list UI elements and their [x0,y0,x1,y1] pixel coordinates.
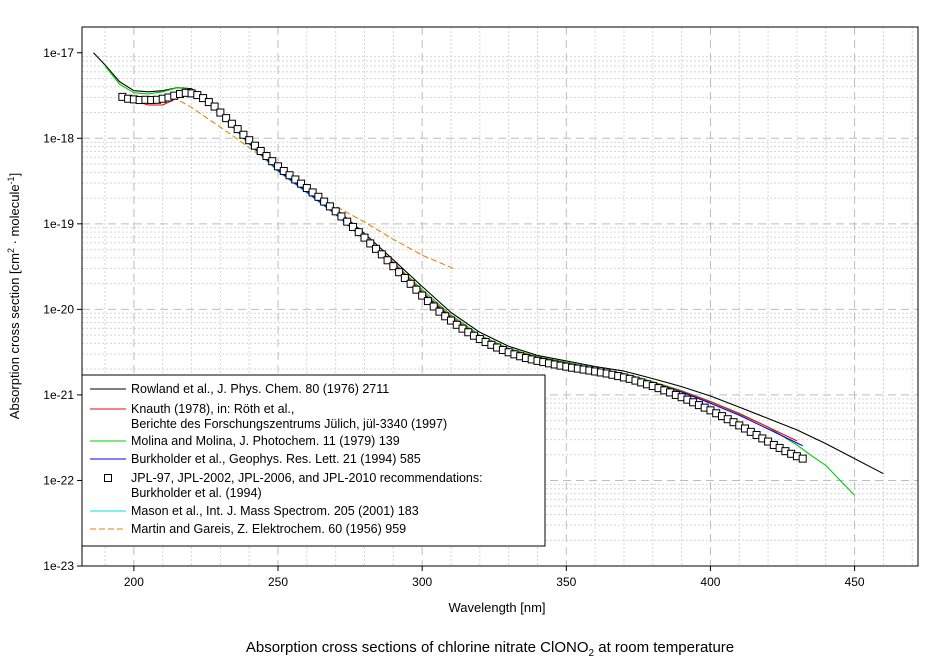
tick-marks [77,52,856,571]
legend-entry-molina: Molina and Molina, J. Photochem. 11 (197… [131,434,400,448]
y-tick-label: 1e-21 [43,388,74,402]
x-tick-label: 200 [124,575,144,589]
legend-swatch-marker [104,474,112,482]
data-point-marker [285,171,294,180]
data-point-marker [302,184,311,193]
data-point-marker [274,162,283,171]
y-axis-label-part: · molecule [7,184,22,248]
chart-caption-main: Absorption cross sections of chlorine ni… [246,639,589,656]
data-point-marker [446,316,455,325]
data-point-marker [418,291,427,300]
y-axis-label: Absorption cross section [cm2 · molecule… [6,173,22,419]
data-point-marker [441,312,450,321]
data-point-marker [429,302,438,311]
legend-entry-jpl-line2: Burkholder et al. (1994) [131,486,262,500]
data-point-marker [256,147,265,156]
y-axis-label-part: ] [7,173,22,177]
data-point-marker [233,125,242,134]
data-point-marker [210,102,219,111]
legend-entry-knauth-line2: Berichte des Forschungszentrums Jülich, … [131,417,447,431]
data-point-marker [360,233,369,242]
data-point-marker [372,244,381,253]
chart-caption-subscript: 2 [589,648,595,659]
y-tick-label: 1e-23 [43,559,74,573]
y-axis-label-part: Absorption cross section [cm [7,253,22,419]
data-point-marker [297,179,306,188]
data-point-marker [250,141,259,150]
data-point-marker [435,307,444,316]
data-point-marker [239,130,248,139]
legend-entry-rowland: Rowland et al., J. Phys. Chem. 80 (1976)… [131,382,389,396]
legend-entry-burkholder: Burkholder et al., Geophys. Res. Lett. 2… [131,452,421,466]
y-tick-label: 1e-19 [43,217,74,231]
data-point-marker [389,262,398,271]
data-point-marker [348,222,357,231]
y-tick-label: 1e-17 [43,46,74,60]
x-tick-labels: 200 250 300 350 400 450 [124,575,865,589]
data-point-marker [366,239,375,248]
y-tick-label: 1e-18 [43,131,74,145]
data-point-marker [423,297,432,306]
x-tick-label: 350 [556,575,576,589]
series-line [93,52,884,475]
legend-box [81,374,546,547]
x-axis-label: Wavelength [nm] [448,600,545,615]
data-point-marker [406,279,415,288]
y-tick-label: 1e-22 [43,473,74,487]
x-tick-label: 450 [845,575,865,589]
data-point-marker [291,175,300,184]
legend-entry-martin: Martin and Gareis, Z. Elektrochem. 60 (1… [131,522,406,536]
legend-entry-knauth: Knauth (1978), in: Röth et al., [131,402,294,416]
y-tick-labels: 1e-17 1e-18 1e-19 1e-20 1e-21 1e-22 1e-23 [43,46,74,573]
minor-gridlines [82,26,918,566]
data-point-marker [204,98,213,107]
data-point-marker [343,217,352,226]
chart-caption: Absorption cross sections of chlorine ni… [246,639,734,659]
plot-frame [81,26,919,567]
data-point-marker [395,268,404,277]
series-layer [93,52,884,496]
x-tick-label: 400 [700,575,720,589]
data-point-marker [262,152,271,161]
data-point-marker [412,285,421,294]
y-axis-label-superscript: 2 [6,248,16,253]
data-point-marker [227,119,236,128]
data-point-marker [383,256,392,265]
data-point-marker [331,207,340,216]
legend: Rowland et al., J. Phys. Chem. 80 (1976)… [81,374,546,547]
data-point-marker [268,157,277,166]
data-point-marker [337,212,346,221]
data-point-marker [798,454,807,463]
legend-swatches [90,388,126,530]
data-point-marker [245,136,254,145]
x-tick-label: 250 [268,575,288,589]
data-point-marker [320,197,329,206]
data-point-marker [354,228,363,237]
data-point-marker [279,166,288,175]
data-point-marker [216,108,225,117]
legend-entry-jpl: JPL-97, JPL-2002, JPL-2006, and JPL-2010… [131,471,483,485]
y-tick-label: 1e-20 [43,302,74,316]
x-tick-label: 300 [412,575,432,589]
data-point-marker [308,188,317,197]
data-point-marker [314,192,323,201]
data-point-marker [325,202,334,211]
chart-caption-tail: at room temperature [594,639,734,656]
legend-entry-mason: Mason et al., Int. J. Mass Spectrom. 205… [131,504,419,518]
y-axis-label-superscript: -1 [6,176,16,184]
data-point-marker [377,250,386,259]
data-point-marker [222,114,231,123]
data-point-marker [400,273,409,282]
